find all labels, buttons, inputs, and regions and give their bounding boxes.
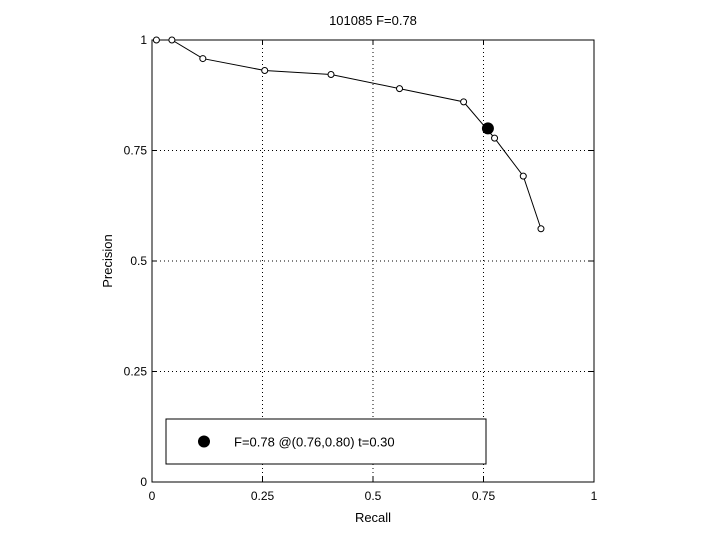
series-line [156,39,542,229]
y-tick-label: 0.75 [124,144,148,158]
x-axis-ticks: 0 0.25 0.5 0.75 1 [149,40,598,503]
y-axis-ticks: 0 0.25 0.5 0.75 1 [124,33,594,489]
x-axis-title: Recall [355,510,391,525]
x-tick-label: 0.25 [251,489,275,503]
y-axis-title: Precision [100,234,115,287]
data-point [491,134,499,142]
data-point [460,98,468,106]
y-tick-label: 0.5 [130,254,147,268]
x-tick-label: 0 [149,489,156,503]
y-tick-label: 1 [140,33,147,47]
data-point [199,55,207,63]
data-point [261,66,269,74]
data-point [537,225,545,233]
data-point [327,70,335,78]
x-tick-label: 0.75 [472,489,496,503]
series-group [152,36,545,233]
chart-title: 101085 F=0.78 [329,13,417,28]
grid-lines [152,40,594,482]
x-tick-label: 0.5 [365,489,382,503]
legend-label: F=0.78 @(0.76,0.80) t=0.30 [234,435,395,450]
data-point [519,172,527,180]
best-f-point [481,122,494,135]
x-tick-label: 1 [591,489,598,503]
data-point [396,85,404,93]
legend-marker [198,435,210,448]
data-point [152,36,160,44]
legend-box [165,418,487,465]
y-tick-label: 0 [140,475,147,489]
data-point [168,36,176,44]
legend: F=0.78 @(0.76,0.80) t=0.30 [165,418,487,465]
y-tick-label: 0.25 [124,365,148,379]
